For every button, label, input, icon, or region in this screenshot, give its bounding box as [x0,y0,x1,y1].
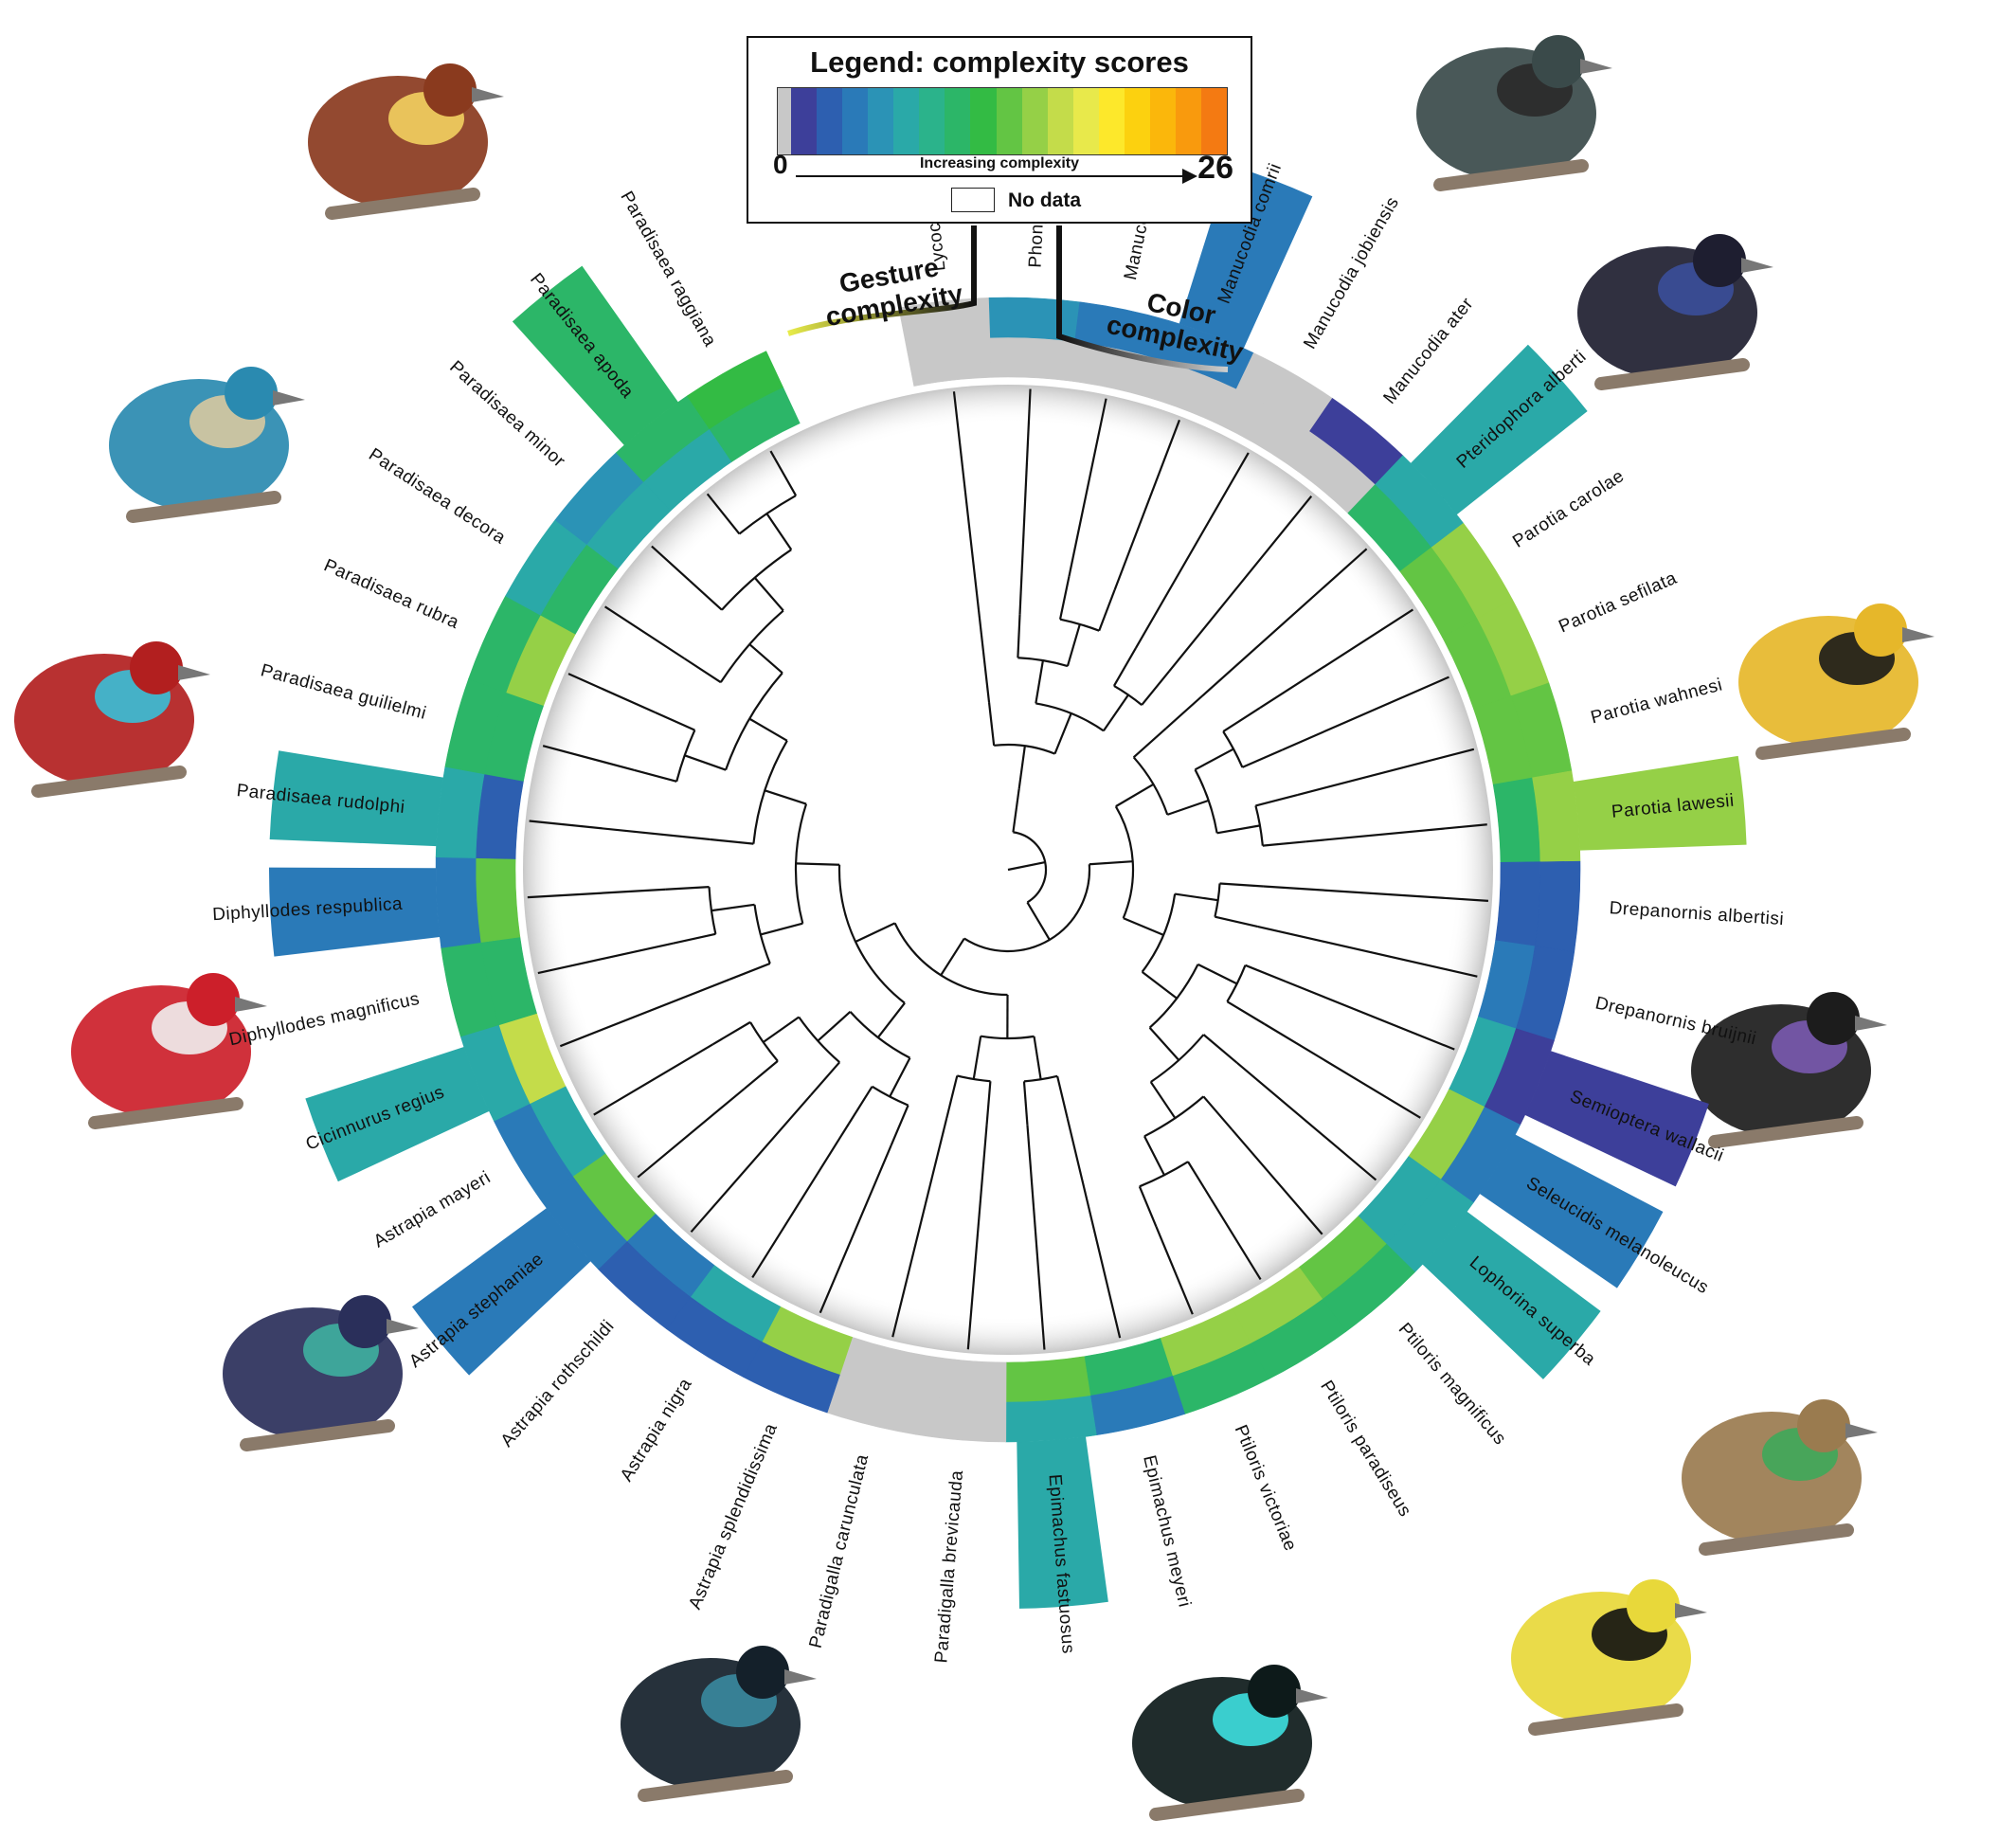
legend: Legend: complexity scores 0 Increasing c… [747,36,1252,224]
parotia-display-icon [1691,992,1887,1142]
species-name: Diphyllodes magnificus [227,989,422,1051]
species-name: Ptiloris paradiseus [1316,1378,1414,1521]
species-name: Astrapia mayeri [370,1167,495,1252]
species-name: Paradisaea minor [445,357,568,472]
glossy-manucode-icon [1577,234,1773,384]
species-name: Paradigalla brevicauda [931,1469,967,1664]
gesture-cell [1493,778,1540,862]
gesture-cell [1496,862,1540,946]
species-label-group: Parotia carolae [1509,466,1628,552]
twelve-wired-icon [1511,1579,1707,1729]
gesture-cell [1006,1357,1090,1402]
species-name: Paradisaea decora [365,444,509,548]
standardwing-icon [1682,1399,1878,1549]
blue-bird-icon [109,367,305,516]
species-name: Paradisaea guilielmi [259,660,428,724]
species-label-group: Parotia sefilata [1556,568,1680,638]
color-cell [1006,1396,1097,1442]
species-label-group: Paradigalla brevicauda [931,1469,967,1664]
species-label-group: Paradisaea raggiana [616,189,719,351]
legend-swatch [1201,88,1227,154]
species-label-group: Astrapia nigra [617,1375,696,1485]
legend-swatch [919,88,945,154]
legend-max: 26 [1197,150,1233,187]
legend-swatch [778,88,791,154]
species-label-group: Ptiloris paradiseus [1316,1378,1414,1521]
king-of-saxony-icon [1738,604,1935,753]
legend-swatch [842,88,868,154]
species-name: Paradisaea raggiana [616,189,719,351]
legend-swatch [791,88,817,154]
species-label-group: Paradisaea decora [365,444,509,548]
color-cell [915,1396,1006,1442]
species-label-group: Paradisaea rubra [321,555,462,633]
branch [796,863,839,864]
no-data-label: No data [1008,189,1081,212]
species-name: Ptiloris magnificus [1395,1320,1510,1450]
species-label-group: Astrapia splendidissima [685,1420,782,1613]
astrapia-long-tail-icon [223,1295,419,1445]
legend-arrow-icon [796,175,1194,177]
greater-bird-icon [308,63,504,213]
legend-swatch [817,88,842,154]
color-cell [436,857,480,948]
species-label-group: Ptiloris victoriae [1231,1422,1301,1554]
color-cell [989,297,1080,341]
legend-title: Legend: complexity scores [748,45,1251,80]
species-label-group: Parotia wahnesi [1589,675,1724,728]
species-name: Manucodia ater [1379,294,1477,407]
gesture-cell [476,774,523,859]
legend-swatch [893,88,919,154]
species-name: Parotia sefilata [1556,568,1680,638]
legend-swatch [1048,88,1073,154]
species-label-group: Astrapia mayeri [370,1167,495,1252]
crow-like-bird-icon [1416,35,1612,185]
species-name: Drepanornis albertisi [1609,898,1785,929]
species-name: Ptiloris victoriae [1231,1422,1301,1554]
riflebird-fan-icon [621,1646,817,1795]
species-label-group: Epimachus meyeri [1139,1453,1195,1610]
species-name: Astrapia splendidissima [685,1420,782,1613]
legend-swatch [1176,88,1201,154]
species-name: Manucodia jobiensis [1300,193,1403,352]
species-name: Parotia wahnesi [1589,675,1724,728]
species-label-group: Manucodia jobiensis [1300,193,1403,352]
superb-bird-icon [1132,1665,1328,1814]
species-label-group: Paradisaea minor [445,357,568,472]
gesture-cell [990,337,1074,381]
gesture-cell [922,1356,1006,1402]
wilsons-bird-icon [14,641,210,791]
legend-swatch [945,88,970,154]
species-label-group: Manucodia ater [1379,294,1477,407]
legend-swatch [1150,88,1176,154]
color-cell [1535,861,1580,952]
legend-axis-label: Increasing complexity [748,155,1251,172]
legend-swatch [868,88,893,154]
species-name: Parotia carolae [1509,466,1628,552]
legend-swatch [1125,88,1150,154]
species-label-group: Paradisaea guilielmi [259,660,428,724]
species-name: Epimachus meyeri [1139,1453,1195,1610]
legend-swatch [1022,88,1048,154]
legend-color-scale [777,87,1228,155]
species-name: Astrapia rothschildi [497,1316,619,1451]
species-label-group: Ptiloris magnificus [1395,1320,1510,1450]
legend-swatch [997,88,1022,154]
species-name: Paradisaea rubra [321,555,462,633]
species-name: Astrapia nigra [617,1375,696,1485]
legend-swatch [1099,88,1125,154]
legend-swatch [1073,88,1099,154]
species-label-group: Paradigalla carunculata [806,1452,873,1650]
legend-swatch [970,88,996,154]
species-name: Paradigalla carunculata [806,1452,873,1650]
no-data-swatch [951,188,995,212]
species-label-group: Drepanornis albertisi [1609,898,1785,929]
gesture-cell [476,858,520,943]
species-label-group: Astrapia rothschildi [497,1316,619,1451]
species-label-group: Diphyllodes magnificus [227,989,422,1051]
